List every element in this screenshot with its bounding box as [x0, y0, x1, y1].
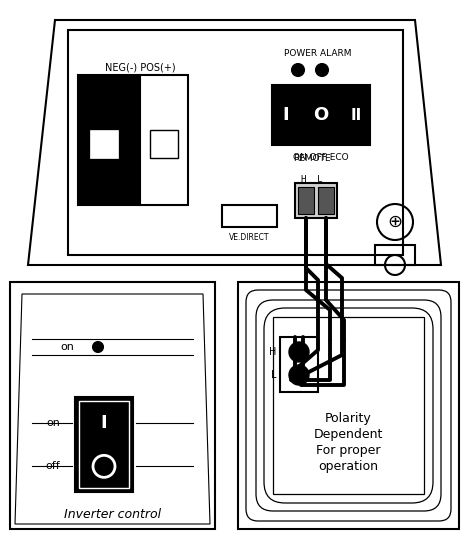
Text: POWER ALARM: POWER ALARM: [284, 49, 352, 58]
Bar: [295, 183, 337, 218]
Text: on: on: [60, 342, 74, 352]
Bar: [140, 75, 188, 205]
Text: ⊕: ⊕: [387, 213, 402, 231]
Bar: [68, 30, 403, 255]
Bar: [79, 401, 129, 488]
Text: off: off: [45, 461, 60, 471]
Bar: [75, 397, 133, 492]
Bar: [222, 205, 277, 227]
Text: H  L: H L: [301, 175, 323, 184]
Bar: [238, 282, 459, 529]
Circle shape: [93, 342, 103, 352]
Text: Polarity: Polarity: [325, 412, 372, 425]
Bar: [375, 245, 415, 265]
Bar: [280, 337, 318, 392]
Text: ON OFF ECO: ON OFF ECO: [293, 153, 349, 162]
Bar: [90, 130, 118, 158]
Bar: [78, 75, 140, 205]
Text: H: H: [269, 347, 276, 357]
Bar: [318, 187, 334, 214]
Bar: [273, 317, 424, 494]
Text: on: on: [46, 418, 60, 427]
Text: I: I: [101, 413, 107, 432]
Text: REMOTE: REMOTE: [293, 154, 331, 163]
Bar: [272, 85, 370, 145]
Text: I: I: [283, 106, 289, 124]
Text: O: O: [313, 106, 329, 124]
Bar: [298, 187, 314, 214]
Text: NEG(-) POS(+): NEG(-) POS(+): [105, 62, 175, 72]
Circle shape: [292, 64, 304, 76]
Bar: [150, 130, 178, 158]
Bar: [10, 282, 215, 529]
Text: VE.DIRECT: VE.DIRECT: [229, 233, 269, 242]
Circle shape: [289, 342, 309, 362]
Text: Dependent: Dependent: [314, 428, 383, 441]
Text: L: L: [271, 370, 276, 380]
Text: For proper: For proper: [316, 444, 381, 457]
Circle shape: [289, 365, 309, 385]
Circle shape: [316, 64, 328, 76]
Text: operation: operation: [318, 460, 378, 473]
Text: Inverter control: Inverter control: [64, 508, 161, 522]
Text: II: II: [350, 107, 362, 122]
